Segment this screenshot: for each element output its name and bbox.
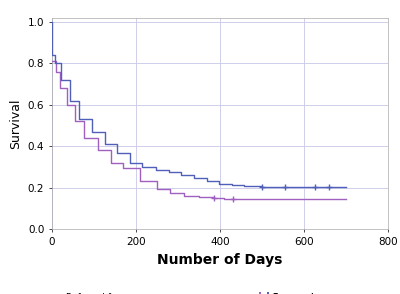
Legend: , Censored: , Censored [258,293,314,294]
X-axis label: Number of Days: Number of Days [157,253,283,267]
Y-axis label: Survival: Survival [9,98,22,149]
